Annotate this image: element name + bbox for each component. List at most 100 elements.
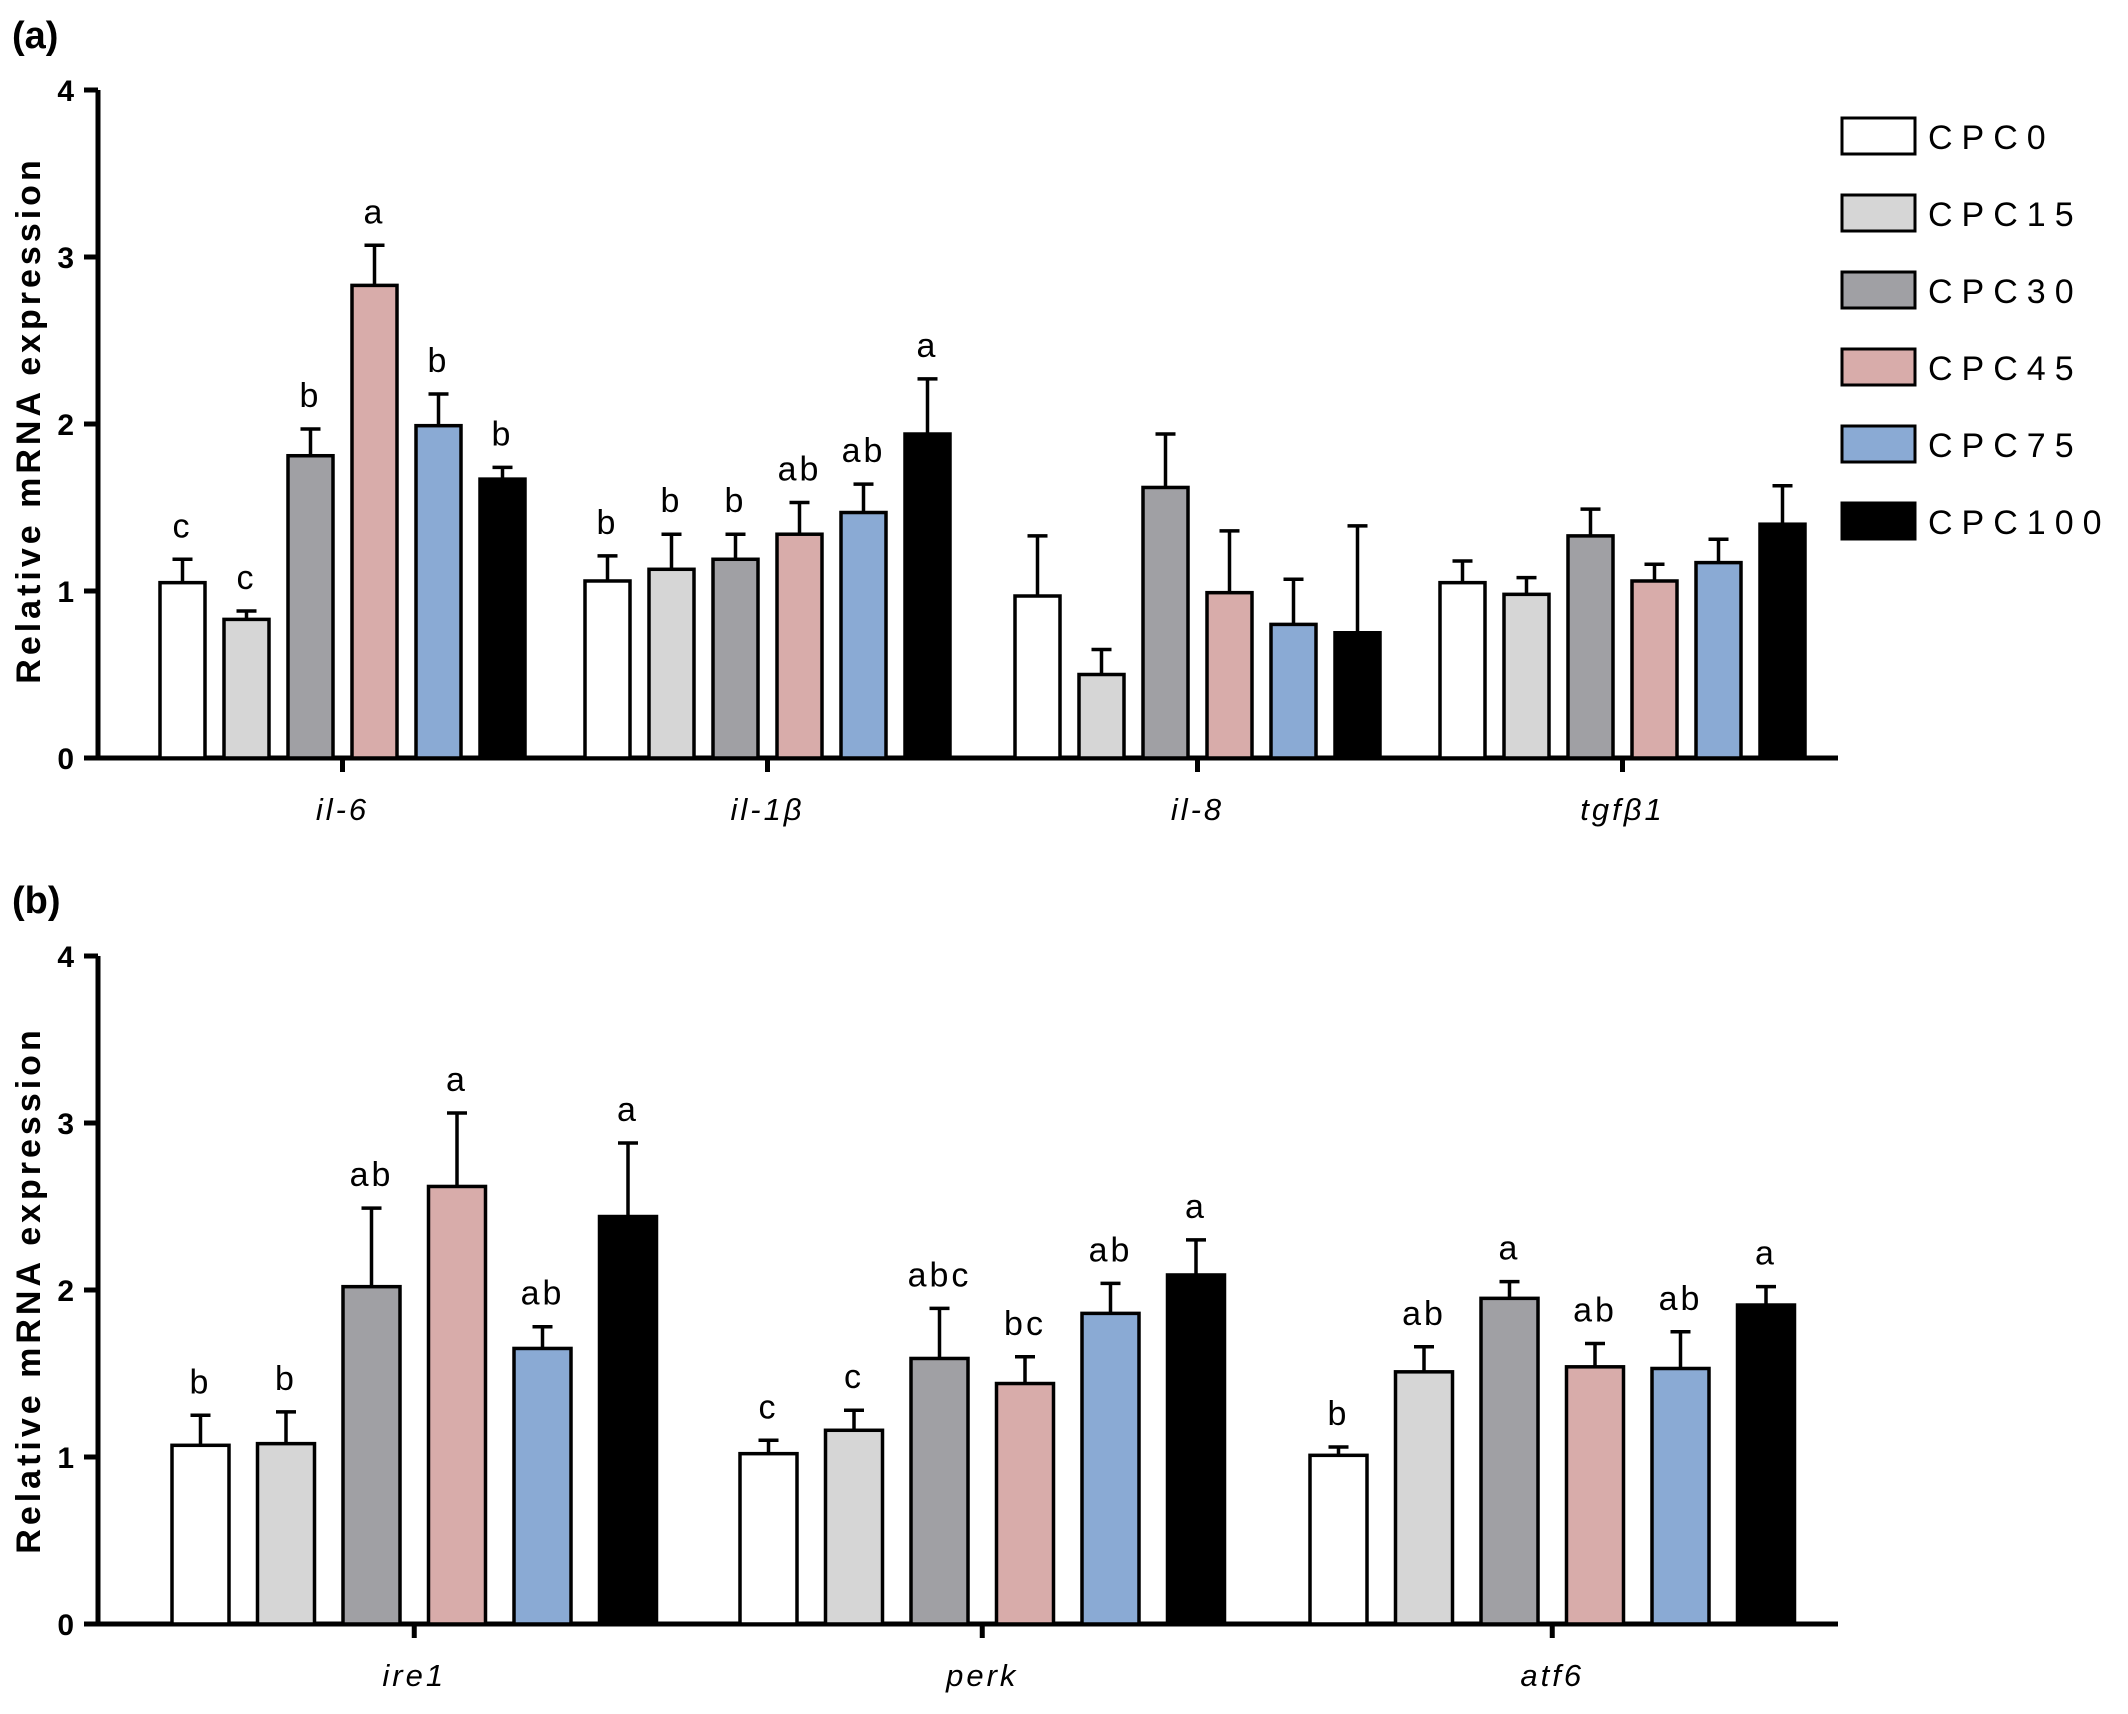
panel-a-bar <box>1333 631 1382 760</box>
panel-a-significance-label: b <box>428 342 450 380</box>
panel-a-bar <box>158 580 207 760</box>
legend: CPC0 CPC15 CPC30 CPC45 CPC75 CPC100 <box>1840 116 2102 542</box>
panel-a-bar <box>414 423 463 760</box>
panel-a-y-tick-label: 2 <box>57 409 74 442</box>
panel-b-category-label: atf6 <box>1520 1658 1584 1693</box>
panel-a-significance-label: c <box>237 559 257 597</box>
panel-b-significance-label: bc <box>1004 1305 1046 1343</box>
panel-a-bar <box>1013 594 1062 760</box>
panel-b-significance-label: a <box>1755 1235 1777 1273</box>
panel-b-significance-label: a <box>1185 1188 1207 1226</box>
panel-b-significance-label: b <box>1328 1395 1350 1433</box>
panel-a-y-tick-label: 3 <box>57 242 74 275</box>
legend-label: CPC0 <box>1928 119 2055 157</box>
panel-b-bar <box>1650 1366 1711 1626</box>
panel-a-bar <box>583 579 632 760</box>
panel-a-significance-label: b <box>597 504 619 542</box>
panel-a-bar <box>1566 534 1615 760</box>
panel-a-bar <box>478 477 527 760</box>
panel-b-bar <box>1080 1311 1141 1626</box>
legend-swatch <box>1840 347 1917 387</box>
panel-b-y-tick-label: 1 <box>57 1442 74 1475</box>
panel-a-category-label: il-8 <box>1171 792 1224 827</box>
panel-a-category-label: il-6 <box>316 792 369 827</box>
legend-swatch <box>1840 116 1917 156</box>
panel-a-significance-label: b <box>300 377 322 415</box>
panel-b-y-tick-label: 3 <box>57 1108 74 1141</box>
panel-a-bar <box>1694 560 1743 760</box>
panel-b-significance-label: a <box>617 1091 639 1129</box>
panel-a-bar <box>775 532 824 760</box>
panel-a-category-label: tgfβ1 <box>1580 792 1664 827</box>
panel-b-significance-label: ab <box>1402 1295 1446 1333</box>
panel-b-label: (b) <box>12 880 61 922</box>
panel-b-significance-label: a <box>1499 1230 1521 1268</box>
panel-b-significance-label: abc <box>908 1256 972 1294</box>
panel-a-y-tick-label: 0 <box>57 743 74 776</box>
panel-b-bar <box>426 1184 488 1626</box>
panel-b-bar <box>170 1443 231 1626</box>
panel-a-bar <box>1630 579 1679 760</box>
panel-a-bar <box>711 557 760 760</box>
legend-label: CPC45 <box>1928 350 2083 388</box>
panel-b-bar <box>1165 1273 1227 1626</box>
panel-a-y-axis-title: Relative mRNA expression <box>10 156 48 683</box>
legend-swatch <box>1840 424 1917 464</box>
panel-b-significance-label: c <box>844 1358 864 1396</box>
panel-a-bar <box>1438 580 1487 760</box>
panel-a-category-label: il-1β <box>730 792 804 827</box>
panel-b-bar <box>1564 1365 1626 1626</box>
panel-b-bar <box>1308 1453 1369 1626</box>
panel-b-significance-label: ab <box>521 1275 565 1313</box>
panel-b-significance-label: a <box>446 1061 468 1099</box>
panel-b-bar <box>1479 1296 1540 1626</box>
panel-a-y-tick-label: 1 <box>57 576 74 609</box>
panel-a-bar <box>222 617 271 760</box>
panel-a-significance-label: b <box>725 482 747 520</box>
panel-a-significance-label: a <box>917 327 939 365</box>
panel-a-bar <box>839 510 888 760</box>
panel-b-bar <box>823 1428 885 1626</box>
legend-swatch <box>1840 193 1917 233</box>
panel-b-bar <box>255 1441 317 1626</box>
panel-a-significance-label: ab <box>778 450 822 488</box>
panel-b-bar <box>597 1214 659 1626</box>
panel-b-bar <box>994 1381 1056 1626</box>
panel-a-bar <box>1077 672 1126 760</box>
panel-b-significance-label: b <box>275 1360 297 1398</box>
panel-b-significance-label: ab <box>1089 1231 1133 1269</box>
panel-b-bar <box>738 1451 799 1626</box>
panel-b-significance-label: b <box>190 1363 212 1401</box>
panel-a-bar <box>286 453 335 760</box>
panel-b-bar <box>1393 1370 1455 1626</box>
panel-b-category-label: ire1 <box>382 1658 446 1693</box>
panel-b-y-tick-label: 2 <box>57 1275 74 1308</box>
panel-b-significance-label: ab <box>350 1156 394 1194</box>
legend-label: CPC75 <box>1928 427 2083 465</box>
legend-swatch <box>1840 270 1917 310</box>
panel-b-bar <box>341 1284 402 1626</box>
panel-a-y-tick-label: 4 <box>57 75 74 108</box>
panel-b-significance-label: ab <box>1573 1291 1617 1329</box>
panel-a-significance-label: b <box>661 482 683 520</box>
panel-a-bar <box>903 432 952 760</box>
panel-a-bar <box>1141 485 1190 760</box>
panel-b-y-tick-label: 0 <box>57 1609 74 1642</box>
legend-label: CPC15 <box>1928 196 2083 234</box>
panel-a-bar <box>350 283 399 760</box>
panel-a-bar <box>647 567 696 760</box>
panel-a-significance-label: ab <box>842 432 886 470</box>
panel-b-significance-label: c <box>759 1388 779 1426</box>
panel-a-bar <box>1269 622 1318 760</box>
panel-a-significance-label: c <box>173 507 193 545</box>
panel-a-bar <box>1205 590 1254 760</box>
panel-b-bar <box>1735 1303 1797 1626</box>
panel-b-bar <box>909 1356 970 1626</box>
panel-a-bar <box>1758 522 1807 760</box>
panel-a-bar <box>1502 592 1551 760</box>
